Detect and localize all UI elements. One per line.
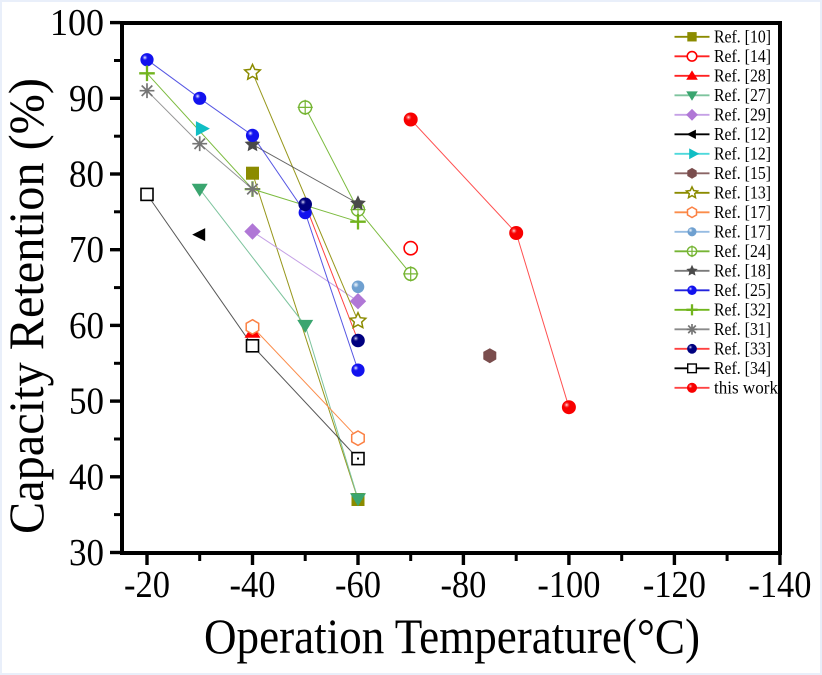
svg-text:70: 70 xyxy=(69,229,104,271)
svg-text:Ref. [17]: Ref. [17] xyxy=(714,222,771,242)
svg-text:Ref. [24]: Ref. [24] xyxy=(714,241,771,261)
svg-text:Ref. [13]: Ref. [13] xyxy=(714,183,771,203)
svg-text:Ref. [31]: Ref. [31] xyxy=(714,319,771,339)
svg-text:-120: -120 xyxy=(643,564,706,606)
svg-text:30: 30 xyxy=(69,532,104,574)
svg-text:-60: -60 xyxy=(335,564,381,606)
svg-text:Ref. [10]: Ref. [10] xyxy=(714,27,771,47)
svg-text:Ref. [33]: Ref. [33] xyxy=(714,339,771,359)
svg-text:Ref. [28]: Ref. [28] xyxy=(714,66,771,86)
svg-text:Ref. [12]: Ref. [12] xyxy=(714,124,771,144)
svg-text:-80: -80 xyxy=(440,564,486,606)
svg-text:Ref. [18]: Ref. [18] xyxy=(714,261,771,281)
svg-text:80: 80 xyxy=(69,154,104,196)
svg-text:Ref. [34]: Ref. [34] xyxy=(714,358,771,378)
svg-text:Ref. [32]: Ref. [32] xyxy=(714,300,771,320)
svg-text:Ref. [27]: Ref. [27] xyxy=(714,85,771,105)
svg-text:100: 100 xyxy=(50,2,104,44)
svg-text:Capacity Retention (%): Capacity Retention (%) xyxy=(0,78,54,534)
svg-text:Ref. [25]: Ref. [25] xyxy=(714,280,771,300)
svg-text:60: 60 xyxy=(69,305,104,347)
svg-text:90: 90 xyxy=(69,78,104,120)
svg-text:Ref. [15]: Ref. [15] xyxy=(714,163,771,183)
svg-text:50: 50 xyxy=(69,381,104,423)
svg-text:Ref. [17]: Ref. [17] xyxy=(714,202,771,222)
svg-text:Ref. [14]: Ref. [14] xyxy=(714,46,771,66)
svg-text:Ref. [29]: Ref. [29] xyxy=(714,105,771,125)
svg-text:this work: this work xyxy=(714,378,778,398)
svg-text:-40: -40 xyxy=(229,564,275,606)
svg-text:40: 40 xyxy=(69,456,104,498)
svg-text:Ref. [12]: Ref. [12] xyxy=(714,144,771,164)
svg-text:-140: -140 xyxy=(748,564,811,606)
svg-text:Operation Temperature(°C): Operation Temperature(°C) xyxy=(204,608,700,664)
svg-text:-20: -20 xyxy=(124,564,170,606)
svg-text:-100: -100 xyxy=(537,564,600,606)
